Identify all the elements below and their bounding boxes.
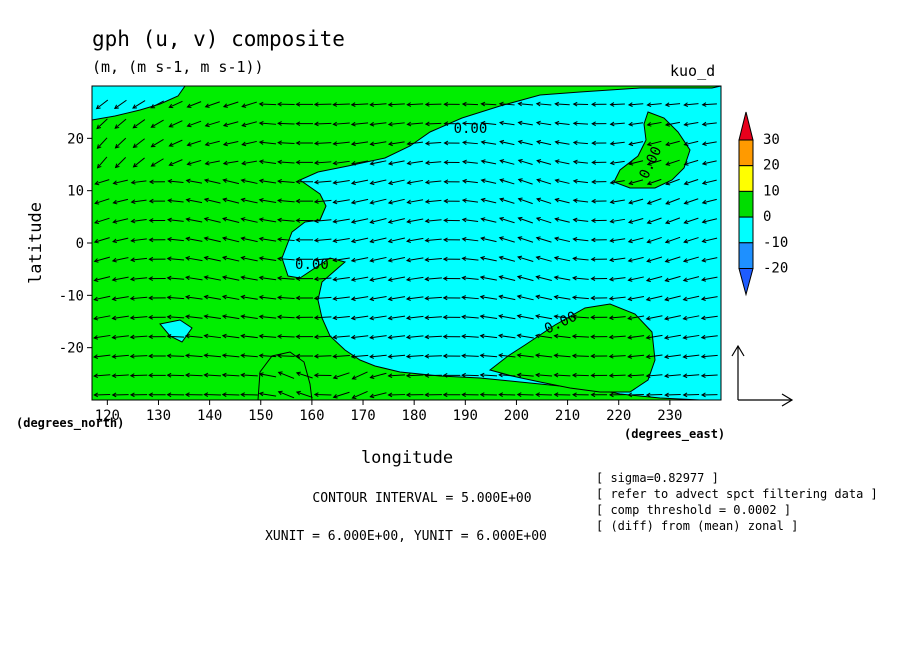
note-line: [ refer to advect spct filtering data ] (596, 487, 878, 501)
wind-vector (94, 395, 110, 396)
chart-title: gph (u, v) composite (92, 27, 345, 51)
wind-vector (647, 394, 663, 395)
colorbar-label: 30 (763, 132, 780, 148)
plot-area: 0.000.000.000.00 (92, 86, 721, 400)
colorbar-label: -10 (763, 235, 788, 251)
x-tick-label: 150 (248, 408, 273, 424)
wind-vector (131, 375, 147, 376)
wind-vector (536, 395, 552, 396)
wind-vector (610, 375, 626, 376)
note-line: [ (diff) from (mean) zonal ] (596, 519, 798, 533)
colorbar-segment (739, 166, 753, 192)
chart-subtitle: (m, (m s-1, m s-1)) (92, 58, 264, 76)
y-tick-label: 10 (67, 184, 84, 200)
note-line: [ sigma=0.82977 ] (596, 471, 719, 485)
x-tick-label: 190 (453, 408, 478, 424)
wind-vector (684, 395, 700, 396)
wind-vector (278, 356, 295, 357)
colorbar-label: -20 (763, 261, 788, 277)
wind-vector (425, 356, 442, 357)
x-tick-label: 210 (555, 408, 580, 424)
y-tick-label: -10 (59, 288, 84, 304)
colorbar-label: 0 (763, 209, 771, 225)
x-unit-label: (degrees_east) (624, 427, 725, 442)
x-tick-label: 170 (350, 408, 375, 424)
colorbar: 30 20 10 0 -10 -20 (739, 112, 788, 295)
x-tick-label: 200 (504, 408, 529, 424)
colorbar-label: 20 (763, 158, 780, 174)
x-tick-label: 130 (146, 408, 171, 424)
y-tick-label: 20 (67, 131, 84, 147)
contour-label: 0.00 (454, 121, 488, 137)
y-axis-label: latitude (26, 202, 46, 284)
y-tick-label: -20 (59, 341, 84, 357)
wind-vector (499, 395, 515, 396)
wind-vector (573, 356, 589, 357)
x-tick-label: 180 (402, 408, 427, 424)
x-tick-label: 160 (299, 408, 324, 424)
colorbar-segment (739, 112, 753, 140)
x-tick-label: 220 (606, 408, 631, 424)
colorbar-segment (739, 269, 753, 295)
model-label: kuo_d (670, 62, 715, 80)
colorbar-segment (739, 191, 753, 217)
y-tick-label: 0 (76, 236, 84, 252)
reference-vector (732, 346, 792, 406)
contour-interval-text: CONTOUR INTERVAL = 5.000E+00 (312, 491, 531, 506)
colorbar-segment (739, 140, 753, 166)
wind-vector (665, 394, 681, 395)
wind-vector (315, 356, 332, 357)
x-tick-label: 230 (657, 408, 682, 424)
note-line: [ comp threshold = 0.0002 ] (596, 503, 791, 517)
wind-vector (463, 104, 478, 105)
vector-unit-text: XUNIT = 6.000E+00, YUNIT = 6.000E+00 (265, 529, 547, 544)
colorbar-segment (739, 243, 753, 269)
wind-vector (611, 104, 625, 105)
y-unit-label: (degrees_north) (16, 416, 124, 431)
colorbar-segment (739, 217, 753, 243)
colorbar-label: 10 (763, 183, 780, 199)
y-axis: 20 10 0 -10 -20 (59, 131, 92, 356)
x-tick-label: 140 (197, 408, 222, 424)
wind-vector (168, 356, 185, 357)
wind-vector (278, 123, 294, 124)
wind-vector (518, 394, 534, 395)
wind-vector (315, 123, 331, 124)
wind-vector (462, 375, 479, 376)
contour-label: 0.00 (295, 257, 329, 273)
x-axis-label: longitude (361, 448, 453, 468)
